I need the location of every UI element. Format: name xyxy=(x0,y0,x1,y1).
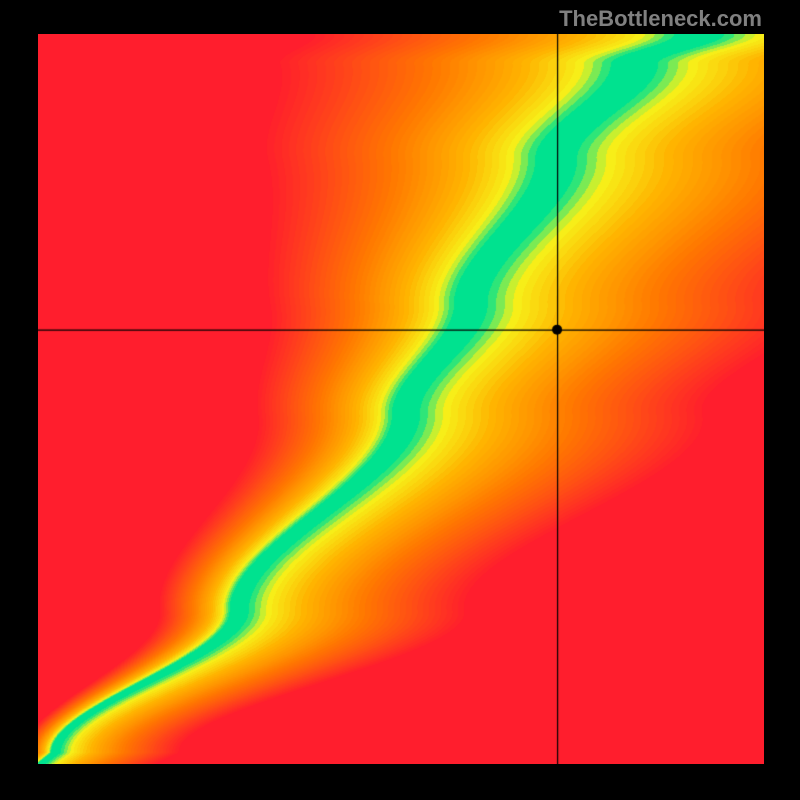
bottleneck-heatmap xyxy=(38,34,764,764)
watermark-text: TheBottleneck.com xyxy=(559,6,762,32)
chart-container: TheBottleneck.com xyxy=(0,0,800,800)
